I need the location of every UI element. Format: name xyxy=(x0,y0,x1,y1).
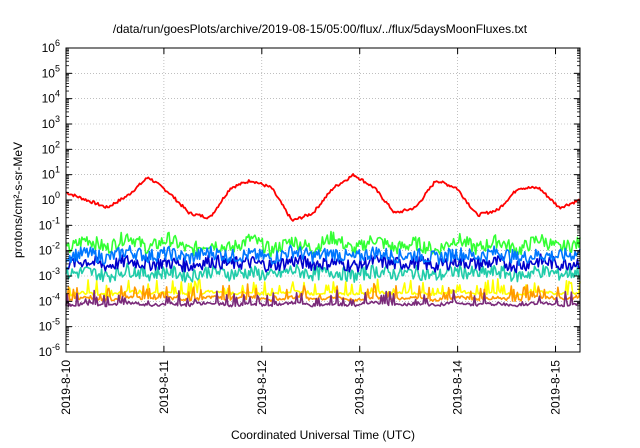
y-tick-label: 10-3 xyxy=(39,266,60,283)
y-tick-label: 10-1 xyxy=(39,215,60,232)
ticks: 10-6 10-5 10-4 10-3 10-2 10-1 100 101 102 103 104 1… xyxy=(39,38,580,415)
series-line xyxy=(65,262,581,283)
x-tick-label: 2019-8-13 xyxy=(353,360,367,415)
x-tick-label: 2019-8-14 xyxy=(451,360,465,415)
y-tick-label: 10-6 xyxy=(39,342,60,359)
x-axis-label: Coordinated Universal Time (UTC) xyxy=(230,428,416,442)
series-group xyxy=(65,173,581,308)
series-line xyxy=(65,230,581,258)
y-tick-label: 101 xyxy=(42,165,60,182)
y-tick-label: 104 xyxy=(42,89,60,106)
y-tick-label: 105 xyxy=(42,63,60,80)
y-tick-label: 106 xyxy=(42,38,60,55)
y-tick-label: 10-5 xyxy=(39,317,60,334)
y-tick-label: 103 xyxy=(42,114,60,131)
series-line xyxy=(65,289,581,308)
x-tick-label: 2019-8-12 xyxy=(255,360,269,415)
x-tick-label: 2019-8-11 xyxy=(157,360,171,414)
y-tick-label: 100 xyxy=(42,190,60,207)
chart-title: /data/run/goesPlots/archive/2019-08-15/0… xyxy=(112,22,528,36)
series-line xyxy=(65,244,581,266)
y-axis-label: protons/cm²-s-sr-MeV xyxy=(11,142,25,258)
series-line xyxy=(65,253,581,274)
y-tick-label: 10-4 xyxy=(39,291,60,308)
x-tick-label: 2019-8-15 xyxy=(549,360,563,415)
series-line xyxy=(65,278,581,298)
y-tick-label: 10-2 xyxy=(39,241,60,258)
series-line xyxy=(65,282,581,303)
series-line xyxy=(65,173,581,222)
x-tick-label: 2019-8-10 xyxy=(59,360,73,415)
y-tick-label: 102 xyxy=(42,139,60,156)
